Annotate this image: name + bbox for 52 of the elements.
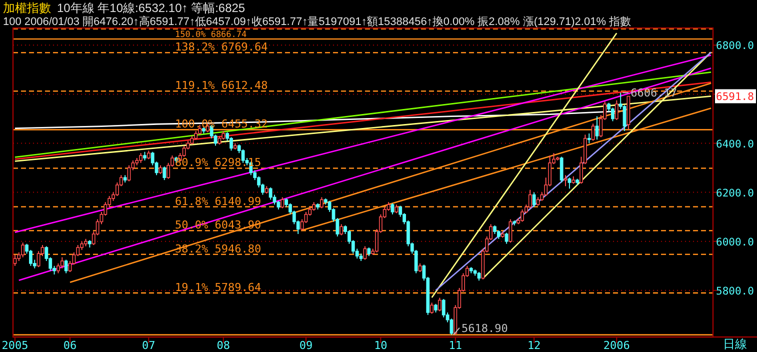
candlestick (340, 224, 344, 236)
text: 6591.8 (716, 91, 754, 104)
candlestick (560, 156, 564, 183)
candlestick (438, 297, 442, 312)
annotation: 100 2006/01/03 開6476.20↑高6591.77↑低6457.09↑收6591.77↑量5197091↑額15388456↑換0.00% 振2.08% 漲(129.71)2.01% 指數 (3, 15, 632, 28)
x-tick-label: 09 (299, 339, 313, 352)
x-tick-label: 12 (527, 339, 541, 352)
candlestick (611, 107, 614, 122)
candlestick (13, 254, 17, 266)
candlestick (595, 116, 599, 140)
x-tick-label: 10 (374, 339, 388, 352)
x-tick-label: 07 (142, 339, 156, 352)
candlestick (504, 232, 508, 244)
y-tick-label: 5800.0 (716, 285, 754, 298)
ref-line-label: 19.1% 5789.64 (175, 280, 262, 294)
ref-line-label: 150.0% 6866.74 (175, 30, 247, 40)
candlestick (182, 145, 186, 158)
candlestick (528, 189, 532, 209)
x-tick-label: 2006 (603, 339, 630, 352)
candlestick (268, 186, 272, 200)
y-tick-label: 6400.0 (716, 138, 754, 150)
ref-line-label: 119.1% 6612.48 (175, 79, 268, 92)
candlestick (280, 196, 284, 209)
x-tick-label: 2005 (2, 339, 28, 352)
ref-line-label: 38.2% 5946.80 (175, 242, 262, 256)
ref-line-label: 138.2% 6769.64 (175, 40, 268, 54)
candlestick (568, 177, 572, 190)
candlestick (532, 192, 536, 208)
candlestick (64, 259, 68, 274)
candlestick (564, 174, 568, 187)
x-tick-label: 11 (448, 339, 462, 352)
x-tick-label: 08 (216, 339, 230, 352)
candlestick (614, 100, 618, 120)
chart-title: 加權指數 (3, 1, 51, 15)
x-tick-label: 06 (63, 339, 77, 352)
chart-subtitle: 10年線 年10線:6532.10↑ 等幅:6825 (57, 1, 246, 15)
candlestick (587, 132, 591, 144)
candlestick (591, 123, 595, 142)
text: 日線 (723, 337, 747, 351)
candlestick (320, 196, 324, 209)
candlestick (162, 166, 166, 181)
ref-line-label: 61.8% 6140.99 (175, 194, 262, 208)
candlestick (139, 152, 143, 164)
y-tick-label: 6200.0 (716, 187, 754, 200)
y-tick-label: 6000.0 (716, 236, 754, 248)
y-tick-label: 6800.0 (716, 40, 754, 52)
candlestick (21, 242, 25, 258)
candlestick (430, 302, 434, 314)
candlestick (520, 208, 524, 222)
annotation: 5618.90 (461, 322, 508, 335)
candlestick (390, 202, 394, 215)
candlestick (60, 256, 64, 269)
